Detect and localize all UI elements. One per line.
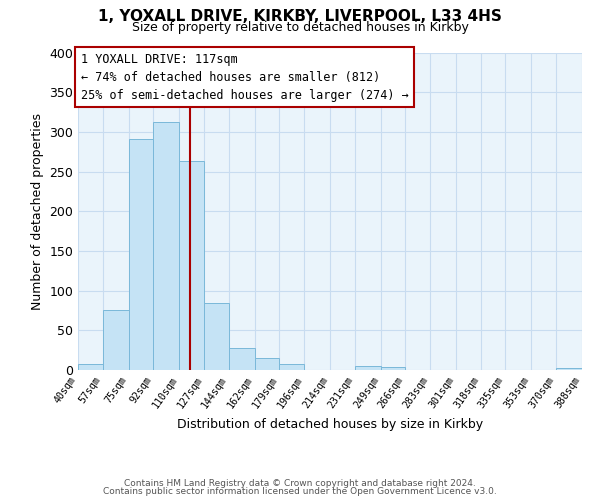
Bar [179,161,204,370]
Bar [204,302,229,370]
Bar [103,310,128,370]
Text: Size of property relative to detached houses in Kirkby: Size of property relative to detached ho… [131,21,469,34]
Bar [380,367,406,370]
Bar [280,364,304,370]
Text: Contains public sector information licensed under the Open Government Licence v3: Contains public sector information licen… [103,488,497,496]
Text: 1, YOXALL DRIVE, KIRKBY, LIVERPOOL, L33 4HS: 1, YOXALL DRIVE, KIRKBY, LIVERPOOL, L33 … [98,9,502,24]
Text: 1 YOXALL DRIVE: 117sqm
← 74% of detached houses are smaller (812)
25% of semi-de: 1 YOXALL DRIVE: 117sqm ← 74% of detached… [80,52,408,102]
X-axis label: Distribution of detached houses by size in Kirkby: Distribution of detached houses by size … [177,418,483,432]
Bar [355,366,380,370]
Bar [254,358,280,370]
Bar [229,348,254,370]
Bar [154,122,179,370]
Bar [128,139,154,370]
Bar [556,368,582,370]
Text: Contains HM Land Registry data © Crown copyright and database right 2024.: Contains HM Land Registry data © Crown c… [124,478,476,488]
Y-axis label: Number of detached properties: Number of detached properties [31,113,44,310]
Bar [78,364,103,370]
